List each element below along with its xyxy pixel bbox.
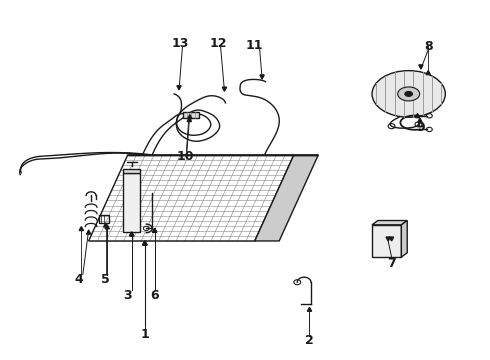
- Polygon shape: [372, 221, 407, 225]
- Polygon shape: [87, 230, 91, 234]
- Polygon shape: [416, 114, 419, 118]
- Text: 13: 13: [172, 36, 189, 50]
- Polygon shape: [152, 228, 157, 232]
- Text: 3: 3: [123, 289, 132, 302]
- Polygon shape: [129, 232, 134, 236]
- Text: 7: 7: [387, 257, 396, 270]
- Polygon shape: [129, 232, 134, 236]
- Text: 5: 5: [101, 273, 110, 286]
- Ellipse shape: [398, 87, 419, 101]
- Text: 12: 12: [209, 36, 227, 50]
- Polygon shape: [426, 71, 430, 75]
- Bar: [99, 215, 109, 223]
- Polygon shape: [418, 118, 422, 122]
- Text: 11: 11: [246, 39, 264, 52]
- Bar: [123, 173, 141, 232]
- Text: 8: 8: [424, 40, 433, 53]
- Polygon shape: [177, 86, 181, 90]
- Polygon shape: [143, 241, 147, 245]
- Polygon shape: [260, 75, 264, 79]
- Bar: [372, 225, 401, 257]
- Polygon shape: [307, 307, 312, 311]
- Polygon shape: [386, 237, 391, 241]
- Text: 9: 9: [416, 121, 425, 134]
- Text: 4: 4: [74, 273, 83, 286]
- Polygon shape: [222, 87, 227, 91]
- Polygon shape: [105, 225, 109, 229]
- Polygon shape: [152, 228, 157, 232]
- Polygon shape: [187, 118, 192, 122]
- Bar: [183, 112, 199, 118]
- Polygon shape: [143, 241, 147, 245]
- Text: 2: 2: [305, 334, 314, 347]
- Bar: [123, 169, 141, 173]
- Polygon shape: [255, 155, 318, 241]
- Polygon shape: [401, 221, 407, 257]
- Polygon shape: [79, 226, 83, 230]
- Polygon shape: [103, 223, 108, 227]
- Polygon shape: [419, 65, 423, 69]
- Text: 1: 1: [141, 328, 149, 341]
- Text: 10: 10: [176, 150, 194, 163]
- Ellipse shape: [372, 71, 445, 117]
- Polygon shape: [390, 237, 394, 241]
- Ellipse shape: [405, 91, 413, 96]
- Text: 6: 6: [150, 289, 159, 302]
- Polygon shape: [188, 115, 192, 119]
